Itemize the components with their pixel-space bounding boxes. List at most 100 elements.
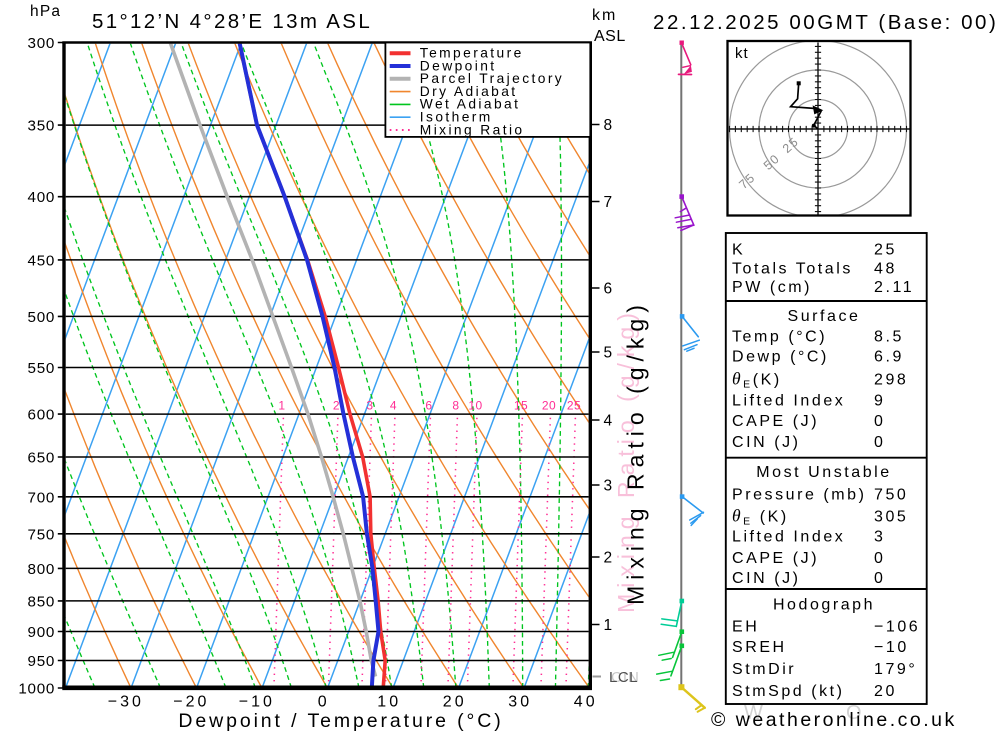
- svg-text:950: 950: [28, 653, 55, 670]
- svg-text:StmSpd (kt): StmSpd (kt): [732, 683, 845, 700]
- svg-text:450: 450: [28, 252, 55, 269]
- svg-text:350: 350: [28, 118, 55, 135]
- svg-text:kt: kt: [735, 45, 749, 62]
- svg-text:750: 750: [28, 526, 55, 543]
- svg-text:0: 0: [874, 434, 885, 451]
- svg-text:600: 600: [28, 407, 55, 424]
- svg-text:300: 300: [28, 35, 55, 52]
- svg-text:−10: −10: [874, 639, 909, 656]
- svg-text:θE (K): θE (K): [732, 505, 789, 527]
- svg-text:CIN (J): CIN (J): [732, 570, 801, 587]
- svg-text:hPa: hPa: [30, 3, 61, 20]
- svg-text:θE(K): θE(K): [732, 369, 782, 391]
- svg-text:20: 20: [874, 683, 897, 700]
- svg-text:550: 550: [28, 360, 55, 377]
- svg-text:CIN (J): CIN (J): [732, 434, 801, 451]
- svg-text:700: 700: [28, 489, 55, 506]
- svg-text:850: 850: [28, 593, 55, 610]
- svg-text:LCL: LCL: [609, 669, 638, 686]
- svg-text:Most Unstable: Most Unstable: [756, 464, 891, 481]
- svg-text:W: W: [744, 702, 766, 724]
- svg-text:Surface: Surface: [788, 308, 861, 325]
- svg-text:Wet Adiabat: Wet Adiabat: [420, 97, 521, 112]
- svg-text:305: 305: [874, 508, 908, 525]
- svg-text:10: 10: [468, 399, 482, 413]
- svg-text:650: 650: [28, 450, 55, 467]
- svg-text:179°: 179°: [874, 661, 917, 678]
- svg-text:−30: −30: [108, 694, 144, 711]
- svg-text:−106: −106: [874, 618, 920, 635]
- svg-text:9: 9: [874, 392, 885, 409]
- svg-text:PW (cm): PW (cm): [732, 279, 812, 296]
- svg-text:0: 0: [874, 550, 885, 567]
- svg-text:1000: 1000: [18, 681, 55, 698]
- svg-text:6: 6: [425, 399, 432, 413]
- svg-text:Temp (°C): Temp (°C): [732, 328, 827, 345]
- svg-text:48: 48: [874, 260, 897, 277]
- svg-text:K: K: [732, 242, 745, 259]
- svg-text:8: 8: [452, 399, 459, 413]
- svg-text:3: 3: [366, 399, 373, 413]
- svg-text:5: 5: [604, 345, 613, 362]
- svg-text:6.9: 6.9: [874, 349, 904, 366]
- svg-text:7: 7: [604, 194, 613, 211]
- svg-text:1: 1: [604, 617, 613, 634]
- svg-text:CAPE (J): CAPE (J): [732, 413, 819, 430]
- svg-text:30: 30: [508, 694, 532, 711]
- svg-text:Lifted Index: Lifted Index: [732, 392, 845, 409]
- svg-text:Hodograph: Hodograph: [773, 596, 875, 613]
- svg-text:Lifted Index: Lifted Index: [732, 528, 845, 545]
- svg-text:Parcel Trajectory: Parcel Trajectory: [420, 71, 564, 86]
- svg-text:750: 750: [874, 486, 908, 503]
- svg-text:km: km: [592, 7, 617, 24]
- svg-text:EH: EH: [732, 618, 759, 635]
- svg-text:Isotherm: Isotherm: [420, 110, 493, 125]
- svg-text:298: 298: [874, 372, 908, 389]
- svg-text:1: 1: [278, 399, 285, 413]
- svg-text:500: 500: [28, 309, 55, 326]
- svg-text:Pressure (mb): Pressure (mb): [732, 486, 867, 503]
- svg-text:8: 8: [604, 117, 613, 134]
- svg-text:8.5: 8.5: [874, 328, 904, 345]
- svg-text:10: 10: [377, 694, 401, 711]
- svg-text:900: 900: [28, 624, 55, 641]
- svg-text:0: 0: [874, 570, 885, 587]
- svg-text:StmDir: StmDir: [732, 661, 796, 678]
- svg-text:4: 4: [604, 413, 613, 430]
- svg-text:SREH: SREH: [732, 639, 787, 656]
- svg-text:© weatheronline.co.uk: © weatheronline.co.uk: [711, 709, 957, 731]
- svg-text:22.12.2025 00GMT (Base: 00): 22.12.2025 00GMT (Base: 00): [653, 11, 998, 34]
- svg-text:25: 25: [874, 242, 897, 259]
- svg-text:Dewpoint: Dewpoint: [420, 58, 497, 73]
- svg-text:0: 0: [318, 694, 330, 711]
- svg-text:2: 2: [604, 550, 613, 567]
- svg-text:Mixing Ratio: Mixing Ratio: [420, 122, 525, 137]
- svg-text:Dry Adiabat: Dry Adiabat: [420, 84, 518, 99]
- svg-text:4: 4: [390, 399, 397, 413]
- svg-text:400: 400: [28, 189, 55, 206]
- svg-text:20: 20: [443, 694, 467, 711]
- svg-text:3: 3: [874, 528, 885, 545]
- svg-text:40: 40: [574, 694, 598, 711]
- svg-text:6: 6: [604, 281, 613, 298]
- svg-text:51°12’N 4°28’E 13m ASL: 51°12’N 4°28’E 13m ASL: [92, 10, 372, 33]
- svg-text:Temperature: Temperature: [420, 46, 524, 61]
- svg-text:15: 15: [514, 399, 528, 413]
- svg-text:−10: −10: [239, 694, 275, 711]
- svg-text:800: 800: [28, 561, 55, 578]
- svg-text:O: O: [846, 702, 865, 724]
- svg-text:2.11: 2.11: [874, 279, 914, 296]
- svg-text:2: 2: [333, 399, 340, 413]
- svg-text:Mixing Ratio (g/kg): Mixing Ratio (g/kg): [623, 299, 649, 605]
- svg-text:Mixing Ratio (g/kg): Mixing Ratio (g/kg): [613, 307, 639, 613]
- svg-text:25: 25: [567, 399, 581, 413]
- svg-text:Totals Totals: Totals Totals: [732, 260, 853, 277]
- svg-text:CIN: CIN: [611, 669, 640, 686]
- svg-text:CAPE (J): CAPE (J): [732, 550, 819, 567]
- svg-text:−20: −20: [173, 694, 209, 711]
- svg-text:Dewp (°C): Dewp (°C): [732, 349, 829, 366]
- svg-text:3: 3: [604, 478, 613, 495]
- svg-text:Dewpoint / Temperature (°C): Dewpoint / Temperature (°C): [178, 710, 503, 732]
- svg-text:ASL: ASL: [594, 28, 626, 45]
- svg-text:0: 0: [874, 413, 885, 430]
